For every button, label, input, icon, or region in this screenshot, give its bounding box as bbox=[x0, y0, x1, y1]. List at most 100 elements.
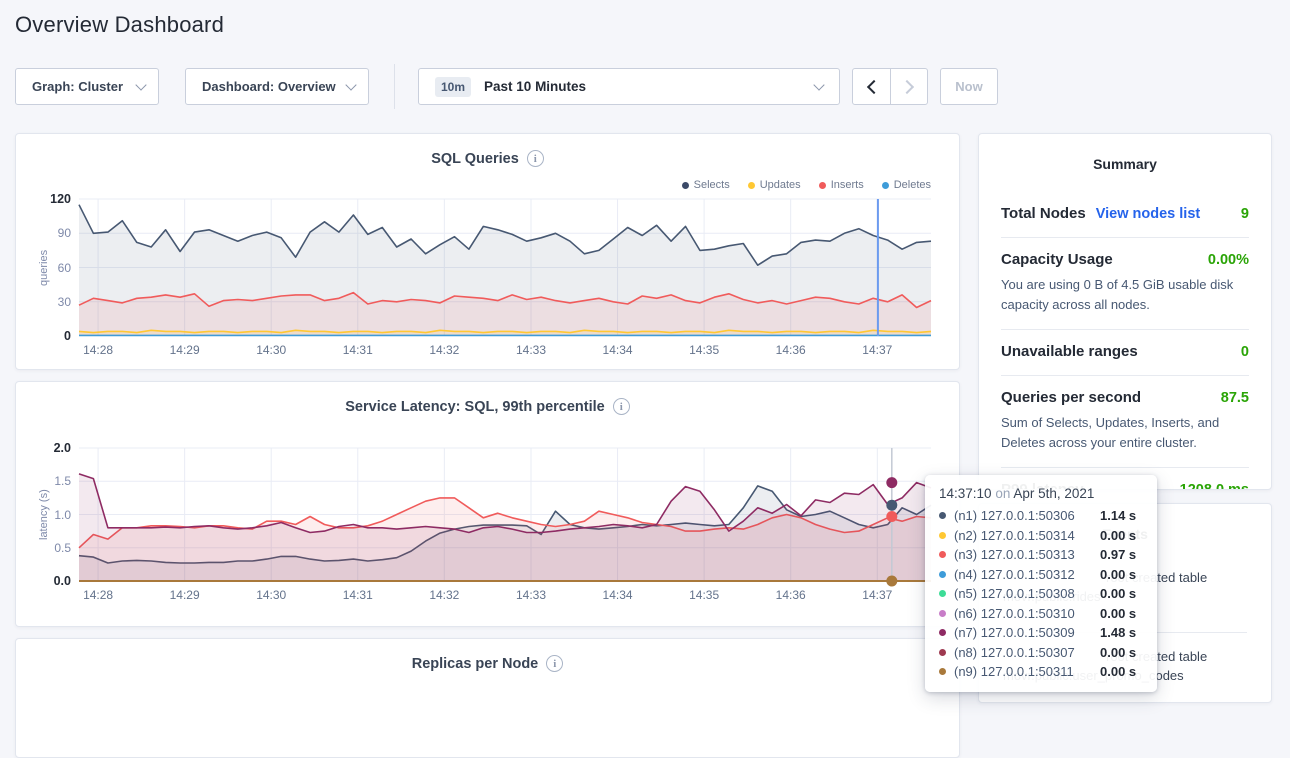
overview-dashboard-page: Overview Dashboard Graph: Cluster Dashbo… bbox=[0, 0, 1290, 689]
tooltip-node-row: (n7) 127.0.0.1:503091.48 s bbox=[939, 625, 1143, 640]
node-color-dot-icon bbox=[939, 610, 946, 617]
summary-item-label: Queries per second bbox=[1001, 389, 1141, 406]
tooltip-node-row: (n5) 127.0.0.1:503080.00 s bbox=[939, 586, 1143, 601]
node-color-dot-icon bbox=[939, 668, 946, 675]
x-axis-tick: 14:32 bbox=[422, 343, 466, 357]
node-address: (n6) 127.0.0.1:50310 bbox=[954, 606, 1100, 621]
chevron-down-icon bbox=[345, 79, 356, 90]
summary-item-value: 87.5 bbox=[1221, 390, 1249, 406]
chevron-down-icon bbox=[813, 79, 824, 90]
node-latency-value: 0.00 s bbox=[1100, 664, 1136, 679]
node-latency-value: 1.14 s bbox=[1100, 508, 1136, 523]
x-axis-tick: 14:37 bbox=[855, 343, 899, 357]
y-axis-tick: 0.0 bbox=[25, 574, 71, 588]
node-color-dot-icon bbox=[939, 571, 946, 578]
graph-scope-dropdown-label: Graph: Cluster bbox=[32, 79, 123, 94]
summary-item: Capacity Usage 0.00% You are using 0 B of … bbox=[1001, 238, 1249, 330]
node-latency-value: 0.97 s bbox=[1100, 547, 1136, 562]
tooltip-timestamp: 14:37:10 on Apr 5th, 2021 bbox=[939, 486, 1143, 501]
summary-item-value: 0 bbox=[1241, 344, 1249, 360]
time-range-badge: 10m bbox=[435, 77, 471, 97]
x-axis-tick: 14:31 bbox=[336, 588, 380, 602]
y-axis-tick: 0.5 bbox=[25, 541, 71, 555]
node-color-dot-icon bbox=[939, 649, 946, 656]
chart-title-row: Replicas per Node bbox=[16, 655, 959, 672]
next-time-window-button[interactable] bbox=[890, 69, 927, 104]
summary-item: Queries per second 87.5 Sum of Selects, Up… bbox=[1001, 376, 1249, 468]
tooltip-node-row: (n6) 127.0.0.1:503100.00 s bbox=[939, 606, 1143, 621]
y-axis-tick: 2.0 bbox=[25, 441, 71, 455]
x-axis-tick: 14:37 bbox=[855, 588, 899, 602]
view-nodes-list-link[interactable]: View nodes list bbox=[1096, 206, 1201, 222]
summary-item-description: You are using 0 B of 4.5 GiB usable disk… bbox=[1001, 275, 1249, 314]
node-address: (n4) 127.0.0.1:50312 bbox=[954, 567, 1100, 582]
node-address: (n3) 127.0.0.1:50313 bbox=[954, 547, 1100, 562]
node-address: (n2) 127.0.0.1:50314 bbox=[954, 528, 1100, 543]
y-axis-tick: 90 bbox=[25, 226, 71, 240]
y-axis-tick: 120 bbox=[25, 192, 71, 206]
summary-item-value: 0.00% bbox=[1208, 252, 1249, 268]
summary-item: Unavailable ranges 0 bbox=[1001, 330, 1249, 376]
tooltip-node-row: (n8) 127.0.0.1:503070.00 s bbox=[939, 645, 1143, 660]
tooltip-node-row: (n9) 127.0.0.1:503110.00 s bbox=[939, 664, 1143, 679]
info-icon[interactable] bbox=[546, 655, 563, 672]
x-axis-tick: 14:35 bbox=[682, 343, 726, 357]
sql-queries-chart[interactable]: queries030609012014:2814:2914:3014:3114:… bbox=[16, 134, 959, 369]
node-address: (n7) 127.0.0.1:50309 bbox=[954, 625, 1100, 640]
graph-scope-dropdown[interactable]: Graph: Cluster bbox=[15, 68, 159, 105]
x-axis-tick: 14:32 bbox=[422, 588, 466, 602]
node-latency-value: 0.00 s bbox=[1100, 528, 1136, 543]
chevron-left-icon bbox=[866, 79, 880, 93]
previous-time-window-button[interactable] bbox=[853, 69, 890, 104]
x-axis-tick: 14:28 bbox=[76, 588, 120, 602]
summary-panel: Summary Total NodesView nodes list9Capac… bbox=[978, 133, 1272, 490]
x-axis-tick: 14:35 bbox=[682, 588, 726, 602]
time-range-label: Past 10 Minutes bbox=[484, 79, 586, 94]
y-axis-tick: 1.5 bbox=[25, 474, 71, 488]
controls-divider bbox=[394, 64, 395, 109]
service-latency-chart-card: Service Latency: SQL, 99th percentile la… bbox=[15, 381, 960, 627]
y-axis-tick: 30 bbox=[25, 295, 71, 309]
node-latency-value: 0.00 s bbox=[1100, 586, 1136, 601]
sql-queries-chart-card: SQL Queries SelectsUpdatesInsertsDeletes… bbox=[15, 133, 960, 370]
chart-plot-area[interactable] bbox=[79, 448, 931, 581]
node-color-dot-icon bbox=[939, 532, 946, 539]
y-axis-tick: 60 bbox=[25, 261, 71, 275]
dashboard-dropdown-label: Dashboard: Overview bbox=[202, 79, 336, 94]
x-axis-tick: 14:28 bbox=[76, 343, 120, 357]
summary-title: Summary bbox=[979, 134, 1271, 172]
tooltip-node-row: (n4) 127.0.0.1:503120.00 s bbox=[939, 567, 1143, 582]
x-axis-tick: 14:33 bbox=[509, 588, 553, 602]
summary-item: Total NodesView nodes list9 bbox=[1001, 192, 1249, 238]
tooltip-time: 14:37:10 bbox=[939, 486, 992, 501]
time-range-picker[interactable]: 10m Past 10 Minutes bbox=[418, 68, 840, 105]
chart-hover-tooltip: 14:37:10 on Apr 5th, 2021 (n1) 127.0.0.1… bbox=[925, 475, 1157, 692]
chart-title: Replicas per Node bbox=[412, 656, 539, 672]
node-latency-value: 0.00 s bbox=[1100, 645, 1136, 660]
dashboard-dropdown[interactable]: Dashboard: Overview bbox=[185, 68, 369, 105]
chart-plot-area[interactable] bbox=[79, 199, 931, 336]
tooltip-node-row: (n3) 127.0.0.1:503130.97 s bbox=[939, 547, 1143, 562]
summary-item-label: Capacity Usage bbox=[1001, 251, 1113, 268]
service-latency-chart[interactable]: latency (s)0.00.51.01.52.014:2814:2914:3… bbox=[16, 382, 959, 626]
summary-item-description: Sum of Selects, Updates, Inserts, and De… bbox=[1001, 413, 1249, 452]
now-button[interactable]: Now bbox=[940, 68, 998, 105]
y-axis-tick: 0 bbox=[25, 329, 71, 343]
replicas-per-node-chart-card: Replicas per Node bbox=[15, 638, 960, 758]
node-color-dot-icon bbox=[939, 512, 946, 519]
x-axis-tick: 14:29 bbox=[163, 588, 207, 602]
page-title: Overview Dashboard bbox=[15, 12, 224, 38]
tooltip-node-row: (n1) 127.0.0.1:503061.14 s bbox=[939, 508, 1143, 523]
chevron-down-icon bbox=[135, 79, 146, 90]
tooltip-date: Apr 5th, 2021 bbox=[1013, 486, 1094, 501]
summary-item-label: Unavailable ranges bbox=[1001, 343, 1138, 360]
x-axis-tick: 14:30 bbox=[249, 588, 293, 602]
summary-item-value: 1208.0 ms bbox=[1180, 482, 1249, 490]
summary-items: Total NodesView nodes list9Capacity Usag… bbox=[1001, 192, 1249, 490]
time-step-button-group bbox=[852, 68, 928, 105]
node-color-dot-icon bbox=[939, 590, 946, 597]
node-address: (n9) 127.0.0.1:50311 bbox=[954, 664, 1100, 679]
summary-item-value: 9 bbox=[1241, 206, 1249, 222]
x-axis-tick: 14:34 bbox=[596, 588, 640, 602]
node-latency-value: 0.00 s bbox=[1100, 606, 1136, 621]
